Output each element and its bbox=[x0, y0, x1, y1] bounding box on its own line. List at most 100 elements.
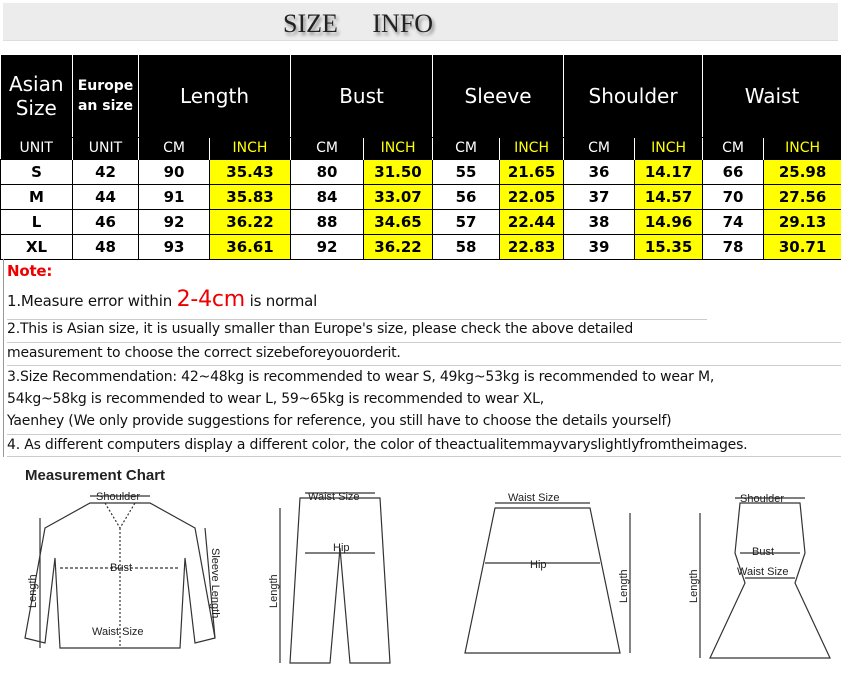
unit-cell: INCH bbox=[500, 137, 564, 159]
table-cell: 36.22 bbox=[210, 209, 291, 234]
note-1: 1.Measure error within 2-4cm is normal bbox=[7, 287, 317, 312]
skirt-length-label: Length bbox=[618, 569, 630, 603]
table-cell: 21.65 bbox=[500, 159, 564, 184]
note-1-a: 1.Measure error within bbox=[7, 292, 177, 310]
table-cell: 33.07 bbox=[364, 184, 433, 209]
table-cell: 91 bbox=[139, 184, 210, 209]
unit-cell: UNIT bbox=[73, 137, 139, 159]
table-cell: 92 bbox=[139, 209, 210, 234]
table-cell: M bbox=[1, 184, 73, 209]
table-cell: 36.61 bbox=[210, 234, 291, 259]
table-cell: 70 bbox=[703, 184, 764, 209]
pants-length-label: Length bbox=[268, 574, 280, 608]
table-cell: 48 bbox=[73, 234, 139, 259]
header-length: Length bbox=[139, 55, 291, 137]
chart-title: Measurement Chart bbox=[25, 467, 165, 484]
table-cell: 39 bbox=[564, 234, 635, 259]
table-cell: 44 bbox=[73, 184, 139, 209]
skirt-waist-label: Waist Size bbox=[508, 492, 560, 504]
notes-title: Note: bbox=[7, 262, 52, 280]
header-europe-size: Europe an size bbox=[73, 55, 139, 137]
notes-section: Note: 1.Measure error within 2-4cm is no… bbox=[3, 259, 841, 457]
table-cell: 25.98 bbox=[764, 159, 841, 184]
note-1-c: is normal bbox=[245, 292, 317, 310]
table-cell: 36 bbox=[564, 159, 635, 184]
table-cell: 58 bbox=[433, 234, 500, 259]
table-cell: 22.05 bbox=[500, 184, 564, 209]
table-cell: 93 bbox=[139, 234, 210, 259]
dress-length-label: Length bbox=[688, 569, 700, 603]
table-cell: 78 bbox=[703, 234, 764, 259]
size-table: Asian Size Europe an size Length Bust Sl… bbox=[0, 55, 841, 260]
shirt-sleeve-label: Sleeve Length bbox=[209, 548, 221, 618]
table-cell: 31.50 bbox=[364, 159, 433, 184]
note-1-highlight: 2-4cm bbox=[177, 287, 245, 312]
note-2-line-2: measurement to choose the correct sizebe… bbox=[7, 345, 401, 361]
table-cell: 74 bbox=[703, 209, 764, 234]
note-3-line-2: 54kg~58kg is recommended to wear L, 59~6… bbox=[7, 391, 544, 407]
header-row: Asian Size Europe an size Length Bust Sl… bbox=[1, 55, 841, 137]
pants-diagram: Waist Size Hip Length bbox=[268, 491, 390, 663]
header-bust: Bust bbox=[291, 55, 433, 137]
table-cell: 92 bbox=[291, 234, 364, 259]
table-cell: 14.96 bbox=[635, 209, 703, 234]
table-cell: 36.22 bbox=[364, 234, 433, 259]
header-sleeve: Sleeve bbox=[433, 55, 564, 137]
header-waist: Waist bbox=[703, 55, 841, 137]
banner-title: SIZE INFO bbox=[283, 9, 433, 39]
table-cell: 88 bbox=[291, 209, 364, 234]
table-cell: 56 bbox=[433, 184, 500, 209]
note-3-line-3: Yaenhey (We only provide suggestions for… bbox=[7, 413, 671, 429]
shirt-bust-label: Bust bbox=[110, 562, 132, 574]
table-cell: 14.57 bbox=[635, 184, 703, 209]
table-cell: 35.83 bbox=[210, 184, 291, 209]
table-cell: 57 bbox=[433, 209, 500, 234]
table-cell: 55 bbox=[433, 159, 500, 184]
unit-cell: CM bbox=[703, 137, 764, 159]
table-cell: 66 bbox=[703, 159, 764, 184]
unit-cell: CM bbox=[564, 137, 635, 159]
shirt-diagram: Shoulder Bust Waist Size Length Sleeve L… bbox=[25, 491, 221, 648]
table-cell: L bbox=[1, 209, 73, 234]
table-cell: 27.56 bbox=[764, 184, 841, 209]
note-2-line-1: 2.This is Asian size, it is usually smal… bbox=[7, 321, 633, 337]
shirt-shoulder-label: Shoulder bbox=[96, 491, 140, 503]
unit-cell: INCH bbox=[764, 137, 841, 159]
dress-shoulder-label: Shoulder bbox=[740, 493, 784, 505]
table-cell: 14.17 bbox=[635, 159, 703, 184]
table-cell: 29.13 bbox=[764, 209, 841, 234]
unit-cell: INCH bbox=[210, 137, 291, 159]
table-cell: 37 bbox=[564, 184, 635, 209]
note-3-line-1: 3.Size Recommendation: 42~48kg is recomm… bbox=[7, 369, 714, 385]
table-cell: 22.83 bbox=[500, 234, 564, 259]
banner: SIZE INFO bbox=[3, 3, 838, 41]
table-cell: S bbox=[1, 159, 73, 184]
unit-cell: CM bbox=[433, 137, 500, 159]
unit-cell: CM bbox=[291, 137, 364, 159]
shirt-length-label: Length bbox=[27, 574, 39, 608]
unit-cell: CM bbox=[139, 137, 210, 159]
unit-cell: INCH bbox=[635, 137, 703, 159]
dress-bust-label: Bust bbox=[752, 546, 774, 558]
table-cell: 34.65 bbox=[364, 209, 433, 234]
measurement-chart: Measurement Chart Shoulder Bust Waist Si… bbox=[0, 458, 841, 693]
header-asian-size: Asian Size bbox=[1, 55, 73, 137]
table-cell: XL bbox=[1, 234, 73, 259]
skirt-diagram: Waist Size Hip Length bbox=[465, 492, 630, 653]
dress-waist-label: Waist Size bbox=[737, 566, 789, 578]
shirt-waist-label: Waist Size bbox=[92, 626, 144, 638]
table-cell: 38 bbox=[564, 209, 635, 234]
skirt-hip-label: Hip bbox=[530, 559, 547, 571]
table-cell: 90 bbox=[139, 159, 210, 184]
table-cell: 46 bbox=[73, 209, 139, 234]
dress-diagram: Shoulder Bust Waist Size Length bbox=[688, 493, 830, 658]
unit-cell: INCH bbox=[364, 137, 433, 159]
table-cell: 84 bbox=[291, 184, 364, 209]
pants-hip-label: Hip bbox=[333, 542, 350, 554]
table-cell: 30.71 bbox=[764, 234, 841, 259]
table-cell: 80 bbox=[291, 159, 364, 184]
